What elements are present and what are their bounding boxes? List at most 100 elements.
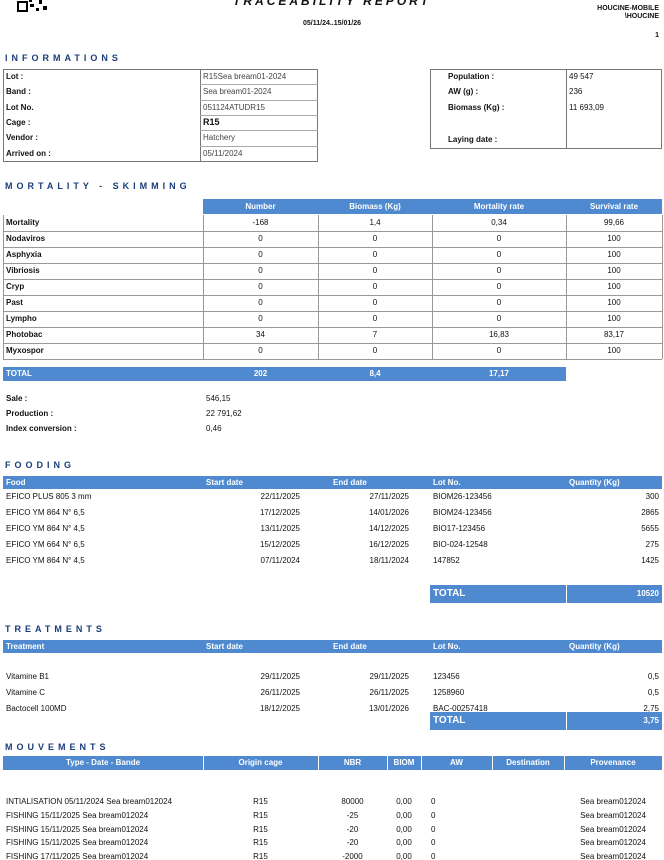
value-cell: 100	[607, 314, 621, 323]
table-header	[3, 640, 662, 653]
column-line	[564, 756, 565, 770]
column-line	[662, 311, 663, 327]
column-line	[3, 343, 4, 359]
date-cell: 29/11/2025	[260, 672, 300, 681]
date-cell: 17/12/2025	[259, 508, 300, 517]
movement-cell: 0,00	[396, 824, 412, 834]
movement-cell: R15	[253, 852, 268, 860]
column-header: End date	[333, 478, 367, 487]
movement-cell: 0	[431, 824, 436, 834]
row-label: EFICO PLUS 805 3 mm	[6, 492, 92, 501]
movement-cell: R15	[253, 797, 268, 806]
movement-cell: 0	[431, 852, 436, 860]
value-cell: 99,66	[603, 218, 625, 227]
column-line	[432, 327, 433, 343]
row-line	[3, 279, 662, 280]
movement-cell: R15	[253, 810, 268, 820]
quantity-cell: 5655	[641, 524, 659, 533]
column-line	[566, 247, 567, 263]
column-header: Destination	[506, 758, 550, 767]
lot-cell: 123456	[433, 672, 460, 681]
column-line	[492, 756, 493, 770]
column-line	[318, 247, 319, 263]
section-title: MORTALITY - SKIMMING	[5, 181, 191, 191]
section-title: TREATMENTS	[5, 624, 106, 634]
movement-cell: Sea bream012024	[580, 824, 646, 834]
column-header: Number	[245, 202, 276, 211]
value-cell: 0	[496, 234, 502, 243]
column-header: NBR	[343, 758, 362, 767]
info-value: Sea bream01-2024	[203, 87, 272, 97]
date-cell: 14/12/2025	[368, 524, 409, 533]
column-header: Lot No.	[433, 478, 461, 487]
movement-cell: R15	[253, 824, 268, 834]
date-cell: 14/01/2026	[368, 508, 409, 517]
row-label: Bactocell 100MD	[6, 704, 67, 713]
table-header	[3, 476, 662, 489]
quantity-cell: 0,5	[647, 672, 659, 681]
quantity-cell: 275	[645, 540, 659, 549]
column-header: Treatment	[6, 642, 45, 651]
column-line	[203, 247, 204, 263]
summary-value: 0,46	[206, 424, 222, 433]
summary-label: Index conversion :	[6, 424, 77, 433]
column-line	[662, 247, 663, 263]
lot-cell: BAC-00257418	[433, 704, 488, 713]
value-cell: 34	[256, 330, 265, 339]
total-cell: 202	[253, 369, 268, 378]
value-cell: 0	[496, 346, 502, 355]
total-cell: 8,4	[369, 369, 381, 378]
info-label: Laying date :	[448, 135, 498, 144]
total-cell: 17,17	[488, 369, 510, 378]
column-line	[203, 215, 204, 231]
value-cell: 0	[258, 346, 263, 355]
section-title: INFORMATIONS	[5, 53, 122, 63]
info-label: AW (g) :	[448, 87, 479, 97]
column-line	[566, 343, 567, 359]
column-header: Start date	[206, 478, 243, 487]
quantity-cell: 0,5	[647, 688, 659, 697]
value-cell: 0	[496, 314, 502, 323]
column-header: AW	[450, 758, 463, 767]
section-title: MOUVEMENTS	[5, 742, 110, 752]
row-line	[3, 295, 662, 296]
row-label: Cryp	[6, 282, 25, 291]
value-cell: 16,83	[488, 330, 510, 339]
value-cell: 0	[258, 298, 263, 307]
total-label: TOTAL	[433, 588, 466, 599]
value-cell: 0	[372, 298, 378, 307]
movement-cell: 0	[431, 810, 436, 820]
column-line	[566, 231, 567, 247]
quantity-cell: 1425	[641, 556, 659, 565]
value-cell: 0	[258, 282, 263, 291]
value-cell: 0	[258, 234, 263, 243]
value-cell: 1,4	[369, 218, 381, 227]
value-cell: 0	[372, 314, 378, 323]
info-row-line	[200, 114, 318, 116]
info-value: 236	[569, 87, 583, 97]
column-line	[387, 756, 388, 770]
row-line	[3, 263, 662, 264]
info-row-line	[200, 130, 318, 132]
table-header	[3, 756, 662, 770]
total-cell: TOTAL	[6, 369, 32, 378]
movement-cell: -25	[346, 810, 359, 820]
info-value: 051124ATUDR15	[203, 102, 265, 112]
date-cell: 27/11/2025	[369, 492, 409, 501]
row-label: EFICO YM 864 N° 4,5	[6, 556, 85, 565]
date-cell: 13/01/2026	[368, 704, 409, 713]
movement-cell: FISHING 17/11/2025 Sea bream012024	[6, 852, 149, 860]
column-line	[318, 231, 319, 247]
movement-cell: Sea bream012024	[580, 810, 646, 820]
value-cell: 0	[372, 250, 378, 259]
row-label: EFICO YM 864 N° 6,5	[6, 508, 85, 517]
column-line	[318, 327, 319, 343]
column-header: Biomass (Kg)	[349, 202, 401, 211]
value-cell: 0	[372, 346, 378, 355]
column-line	[3, 247, 4, 263]
column-line	[432, 215, 433, 231]
movement-cell: 0,00	[396, 797, 412, 806]
column-line	[3, 327, 4, 343]
total-row	[3, 367, 566, 381]
column-line	[203, 231, 204, 247]
